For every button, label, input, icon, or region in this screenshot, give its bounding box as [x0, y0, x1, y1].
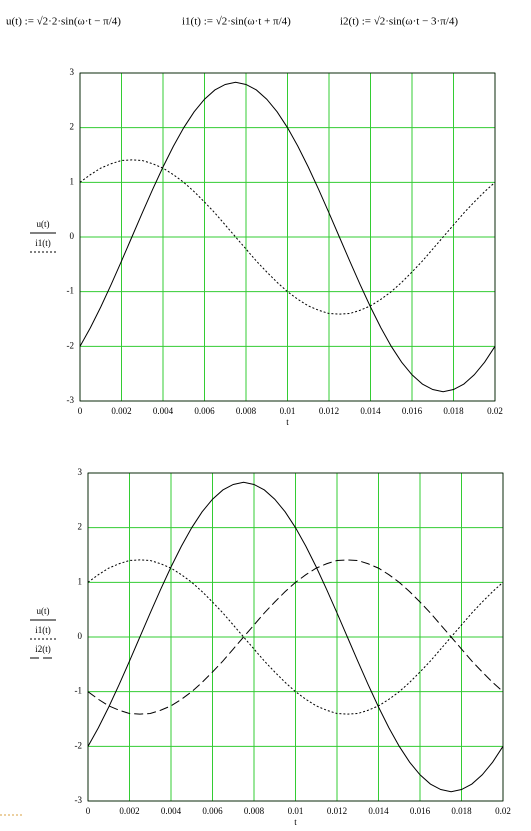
x-tick-label: 0.01	[288, 806, 304, 816]
y-tick-label: -2	[75, 740, 83, 750]
x-tick-label: 0.016	[410, 806, 431, 816]
x-tick-label: 0.016	[402, 406, 423, 416]
y-tick-label: -1	[67, 286, 75, 296]
y-tick-label: -1	[75, 686, 83, 696]
x-tick-label: 0.008	[244, 806, 265, 816]
y-tick-label: 3	[78, 467, 83, 477]
x-tick-label: 0.012	[327, 806, 347, 816]
formula: i2(t) := √2·sin(ω·t − 3·π/4)	[340, 16, 458, 28]
series-line	[87, 481, 504, 793]
x-tick-label: 0.002	[119, 806, 139, 816]
y-tick-label: -3	[75, 795, 83, 805]
x-tick-label: 0.018	[443, 406, 464, 416]
x-tick-label: 0.014	[360, 406, 381, 416]
formula: i1(t) := √2·sin(ω·t + π/4)	[182, 16, 291, 28]
x-tick-label: 0.018	[451, 806, 472, 816]
legend-label: u(t)	[37, 219, 50, 229]
series-line	[87, 559, 504, 715]
y-tick-label: 1	[78, 576, 83, 586]
y-tick-label: 2	[78, 522, 83, 532]
series-line	[79, 81, 496, 393]
legend-label: i1(t)	[35, 238, 51, 248]
y-tick-label: -3	[67, 395, 75, 405]
legend-label: i2(t)	[35, 644, 51, 654]
x-tick-label: 0.008	[236, 406, 257, 416]
x-tick-label: 0.002	[111, 406, 131, 416]
x-tick-label: 0.006	[202, 806, 223, 816]
x-tick-label: 0	[78, 406, 83, 416]
formula: u(t) := √2·2·sin(ω·t − π/4)	[6, 16, 121, 28]
x-tick-label: 0.02	[495, 806, 511, 816]
x-tick-label: 0.004	[161, 806, 182, 816]
plot-frame	[87, 472, 504, 802]
x-tick-label: 0.02	[487, 406, 503, 416]
legend-label: u(t)	[37, 606, 50, 616]
x-axis-label: t	[294, 817, 297, 827]
x-tick-label: 0.012	[319, 406, 339, 416]
y-tick-label: 1	[70, 176, 75, 186]
y-tick-label: -2	[67, 340, 75, 350]
x-tick-label: 0.014	[368, 806, 389, 816]
x-tick-label: 0.01	[280, 406, 296, 416]
y-tick-label: 0	[78, 631, 83, 641]
x-tick-label: 0	[86, 806, 91, 816]
x-axis-label: t	[286, 417, 289, 427]
legend-label: i1(t)	[35, 625, 51, 635]
y-tick-label: 2	[70, 122, 75, 132]
plot-frame	[79, 72, 496, 402]
y-tick-label: 3	[70, 67, 75, 77]
x-tick-label: 0.006	[194, 406, 215, 416]
y-tick-label: 0	[70, 231, 75, 241]
x-tick-label: 0.004	[153, 406, 174, 416]
